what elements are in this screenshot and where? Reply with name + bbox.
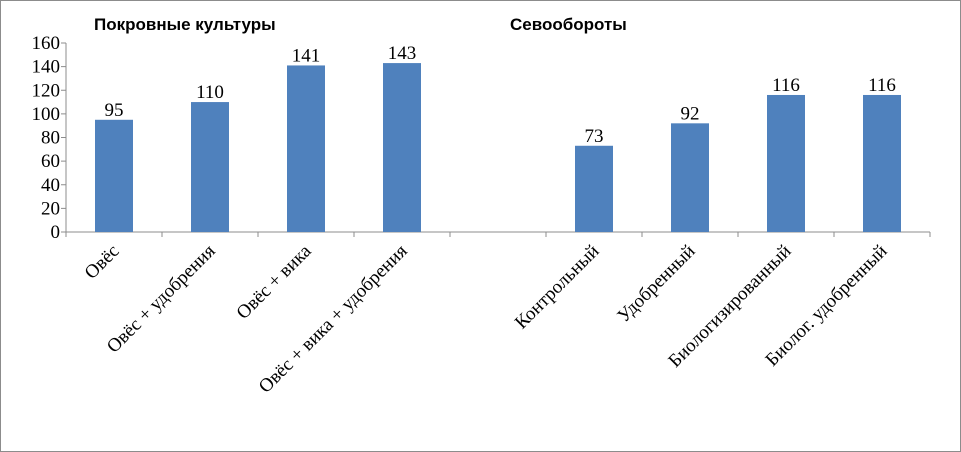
bar [383, 63, 421, 232]
y-tick-label: 80 [41, 128, 60, 149]
bar [671, 123, 709, 232]
y-tick-label: 100 [32, 104, 61, 125]
y-tick-label: 20 [41, 198, 60, 219]
data-label: 73 [585, 126, 604, 147]
bar [287, 65, 325, 232]
group-title-crop-rotations: Севообороты [510, 15, 627, 34]
data-label: 116 [772, 75, 800, 96]
bar [863, 94, 901, 232]
x-tick-label: Овёс + вика [233, 240, 316, 323]
y-tick-label: 40 [41, 175, 60, 196]
data-label: 116 [868, 75, 896, 96]
data-label: 95 [105, 100, 124, 121]
x-tick-label: Овёс [81, 241, 124, 284]
group-title-cover-crops: Покровные культуры [94, 15, 276, 34]
bar [95, 119, 133, 232]
data-label: 141 [292, 45, 321, 66]
x-tick-label: Удобренный [613, 241, 699, 327]
data-labels: 95 110 141 143 73 92 116 116 [105, 43, 896, 147]
bar [575, 145, 613, 232]
data-label: 92 [681, 103, 700, 124]
bar [191, 102, 229, 232]
y-tick-label: 120 [32, 80, 61, 101]
x-tick-label: Контрольный [511, 241, 604, 334]
y-tick-label: 160 [32, 33, 61, 54]
data-label: 143 [388, 43, 417, 64]
bar [767, 94, 805, 232]
data-label: 110 [196, 82, 224, 103]
bars [95, 63, 901, 232]
y-tick-label: 140 [32, 57, 61, 78]
y-tick-label: 0 [51, 222, 61, 243]
y-tick-label: 60 [41, 151, 60, 172]
